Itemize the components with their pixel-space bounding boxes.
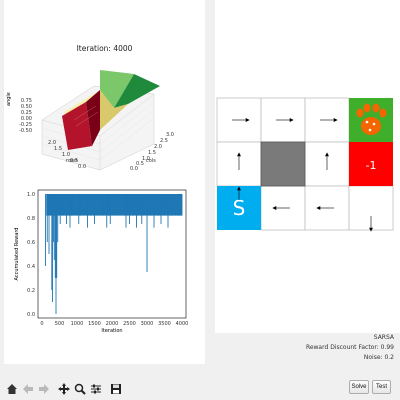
row-tick: 1.0 [62, 152, 70, 158]
z-tick: 0.75 [21, 98, 32, 104]
test-button[interactable]: Test [372, 380, 391, 394]
home-icon [6, 383, 17, 394]
reward-xlabel: Iteration [101, 328, 122, 334]
arrow-right-icon [38, 383, 49, 394]
paw-pad-spots [365, 120, 376, 132]
left-figure-panel: Iteration: 4000 angle 0.75 0.50 0.25 0.0… [4, 0, 205, 364]
forward-button[interactable] [36, 381, 51, 396]
arrow-left-icon [316, 206, 334, 210]
floppy-disk-icon [110, 383, 121, 394]
z-tick: -0.25 [19, 122, 32, 128]
pit-label: -1 [366, 159, 377, 172]
gridworld: -1 S [216, 97, 394, 232]
reward-x-tick: 3000 [141, 321, 154, 327]
reward-x-tick: 4000 [176, 321, 189, 327]
home-button[interactable] [4, 381, 19, 396]
surface-hatching [73, 105, 99, 127]
col-tick: 0.5 [136, 161, 144, 167]
surface-title: Iteration: 4000 [76, 44, 133, 53]
reward-x-tick: 500 [55, 321, 65, 327]
magnifier-icon [74, 383, 86, 395]
arrow-down-icon [369, 216, 373, 232]
save-figure-button[interactable] [108, 381, 123, 396]
algorithm-label: SARSA [373, 334, 394, 341]
col-tick: 1.5 [148, 150, 156, 156]
z-tick: -0.50 [19, 128, 32, 134]
reward-x-tick: 1000 [71, 321, 84, 327]
start-label: S [233, 196, 246, 220]
discount-label: Reward Discount Factor: 0.99 [305, 344, 394, 351]
arrow-left-icon [272, 206, 290, 210]
move-icon [57, 382, 70, 395]
surface-xlabel: cols [146, 158, 156, 164]
back-button[interactable] [20, 381, 35, 396]
col-tick: 2.0 [154, 144, 162, 150]
reward-x-tick: 0 [40, 321, 43, 327]
noise-label: Noise: 0.2 [363, 354, 394, 361]
reward-y-tick: 1.0 [27, 192, 35, 198]
reward-y-tick: 0.4 [27, 264, 35, 270]
pit-cell [349, 142, 393, 186]
arrow-right-icon [232, 118, 250, 122]
reward-chart: 1.0 0.8 0.6 0.4 0.2 0.0 0 500 1000 1500 2000 2500 3… [14, 189, 189, 334]
solve-button[interactable]: Solve [349, 380, 369, 394]
reward-y-tick: 0.2 [27, 288, 35, 294]
arrow-right-icon [320, 118, 338, 122]
right-figure-panel: -1 S [215, 0, 400, 333]
surface-ylabel: rows [66, 158, 78, 164]
arrow-right-icon [276, 118, 294, 122]
reward-x-tick: 2000 [106, 321, 119, 327]
row-tick: 2.0 [48, 140, 56, 146]
z-tick: 0.25 [21, 110, 32, 116]
row-tick: 0.0 [78, 164, 86, 170]
reward-y-tick: 0.0 [27, 312, 35, 318]
surface-zlabel: angle [6, 92, 12, 106]
navigation-toolbar [0, 378, 400, 400]
reward-y-tick: 0.8 [27, 216, 35, 222]
zoom-button[interactable] [72, 381, 87, 396]
col-tick: 1.0 [142, 156, 150, 162]
configure-subplots-button[interactable] [88, 381, 103, 396]
reward-x-tick: 1500 [88, 321, 101, 327]
surface-plot: angle 0.75 0.50 0.25 0.00 -0.25 -0.50 2.… [6, 70, 174, 172]
col-tick: 2.5 [160, 138, 168, 144]
arrow-up-icon [325, 152, 329, 170]
col-tick: 0.0 [130, 166, 138, 172]
z-tick: 0.50 [21, 104, 32, 110]
wall-cell [260, 141, 306, 187]
reward-x-tick: 3500 [158, 321, 171, 327]
pan-button[interactable] [56, 381, 71, 396]
sliders-icon [90, 384, 101, 393]
reward-y-tick: 0.6 [27, 240, 35, 246]
col-tick: 3.0 [166, 132, 174, 138]
row-tick: 1.5 [54, 146, 62, 152]
z-tick: 0.00 [21, 116, 32, 122]
reward-ylabel: Accumulated Reward [14, 228, 20, 281]
reward-x-tick: 2500 [123, 321, 136, 327]
arrow-up-icon [237, 152, 241, 170]
row-tick: 0.5 [70, 158, 78, 164]
arrow-up-icon [237, 186, 241, 200]
arrow-left-icon [22, 383, 33, 394]
